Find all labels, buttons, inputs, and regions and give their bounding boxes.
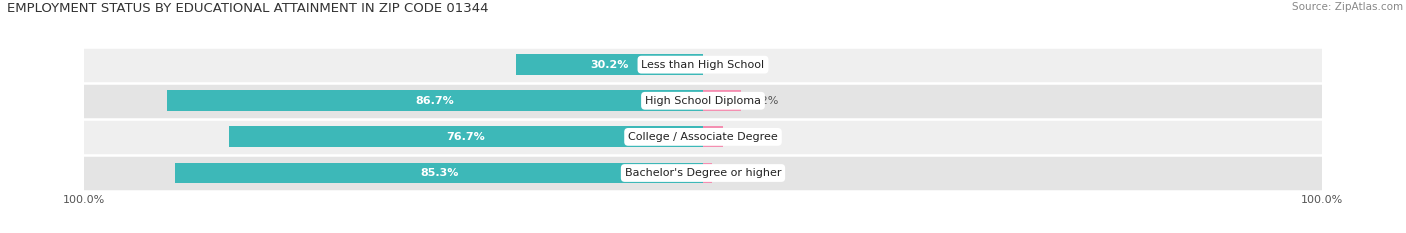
Text: EMPLOYMENT STATUS BY EDUCATIONAL ATTAINMENT IN ZIP CODE 01344: EMPLOYMENT STATUS BY EDUCATIONAL ATTAINM…: [7, 2, 488, 15]
Bar: [176, 163, 703, 183]
Bar: [84, 119, 1322, 155]
Text: High School Diploma: High School Diploma: [645, 96, 761, 106]
Bar: [703, 127, 724, 147]
Text: 0.0%: 0.0%: [713, 60, 741, 70]
Bar: [84, 47, 1322, 83]
Bar: [84, 155, 1322, 191]
Text: 3.3%: 3.3%: [733, 132, 761, 142]
Text: 85.3%: 85.3%: [420, 168, 458, 178]
Text: College / Associate Degree: College / Associate Degree: [628, 132, 778, 142]
Bar: [703, 163, 713, 183]
Bar: [167, 90, 703, 111]
Text: Less than High School: Less than High School: [641, 60, 765, 70]
Bar: [703, 90, 741, 111]
Text: 30.2%: 30.2%: [591, 60, 628, 70]
Bar: [229, 127, 703, 147]
Text: 1.5%: 1.5%: [721, 168, 749, 178]
Text: 76.7%: 76.7%: [446, 132, 485, 142]
Text: 6.2%: 6.2%: [751, 96, 779, 106]
Text: Bachelor's Degree or higher: Bachelor's Degree or higher: [624, 168, 782, 178]
Text: 86.7%: 86.7%: [415, 96, 454, 106]
Bar: [516, 54, 703, 75]
Bar: [84, 83, 1322, 119]
Text: Source: ZipAtlas.com: Source: ZipAtlas.com: [1292, 2, 1403, 12]
